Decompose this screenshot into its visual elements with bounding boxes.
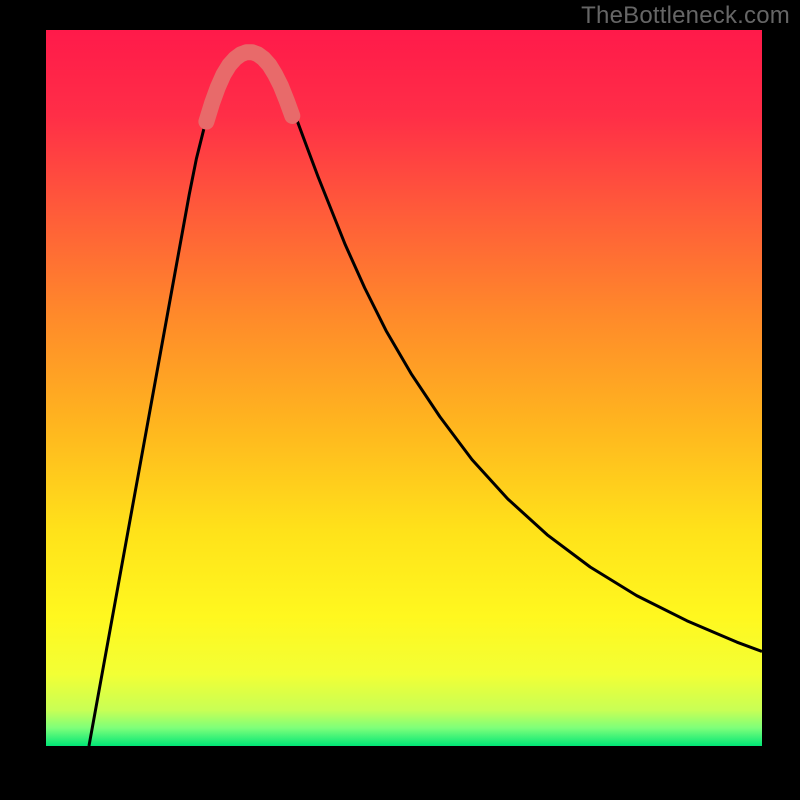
plot-area	[46, 30, 762, 746]
chart-svg	[46, 30, 762, 746]
chart-frame: TheBottleneck.com	[0, 0, 800, 800]
watermark-text: TheBottleneck.com	[581, 2, 790, 30]
